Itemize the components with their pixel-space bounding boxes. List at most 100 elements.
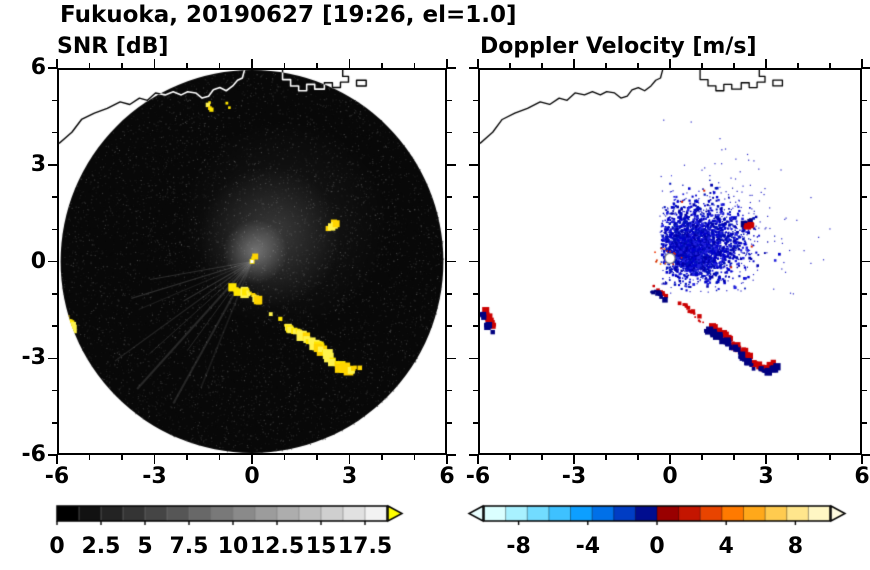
axis-tick <box>413 63 416 68</box>
axis-tick <box>469 164 478 166</box>
axis-tick <box>88 455 91 460</box>
axis-tick <box>541 63 543 68</box>
snr-plot <box>57 68 447 455</box>
y-tick-label: 0 <box>30 248 46 274</box>
colorbar-tick-label: -4 <box>575 534 601 559</box>
axis-tick <box>862 260 870 263</box>
axis-tick <box>447 164 456 166</box>
axis-tick <box>48 357 57 359</box>
axis-tick <box>447 196 452 198</box>
y-tick-label: -6 <box>21 442 46 467</box>
axis-tick <box>669 59 671 68</box>
axis-tick <box>251 59 253 68</box>
axis-tick <box>797 455 799 460</box>
axis-tick <box>473 293 478 295</box>
axis-tick <box>88 63 91 68</box>
axis-tick <box>829 455 831 460</box>
axis-tick <box>473 196 478 198</box>
axis-tick <box>733 63 735 68</box>
colorbar-tick-label: 5 <box>137 534 153 559</box>
x-tick-label: -3 <box>561 464 587 489</box>
x-tick-label: 0 <box>662 464 678 489</box>
colorbar-tick-label: 17.5 <box>337 534 393 559</box>
axis-tick <box>469 260 478 263</box>
axis-tick <box>381 455 383 460</box>
colorbar-tick-label: 15 <box>305 534 337 559</box>
axis-tick <box>316 455 318 460</box>
colorbar-tick-label: -8 <box>506 534 531 559</box>
axis-tick <box>153 59 156 68</box>
axis-tick <box>52 325 57 327</box>
axis-tick <box>701 63 703 68</box>
axis-tick <box>469 357 478 359</box>
axis-tick <box>861 455 863 464</box>
axis-tick <box>473 228 478 230</box>
axis-tick <box>862 67 870 69</box>
axis-tick <box>283 455 286 460</box>
doppler-panel-title: Doppler Velocity [m/s] <box>480 34 757 59</box>
x-tick-label: 3 <box>758 464 774 489</box>
axis-tick <box>56 59 58 68</box>
colorbar-tick-label: 2.5 <box>81 534 121 559</box>
axis-tick <box>121 455 123 460</box>
axis-tick <box>447 99 452 101</box>
axis-tick <box>477 59 479 68</box>
x-tick-label: -6 <box>465 464 491 489</box>
axis-tick <box>52 131 57 134</box>
axis-tick <box>447 422 452 424</box>
figure-title: Fukuoka, 20190627 [19:26, el=1.0] <box>60 2 517 28</box>
axis-tick <box>48 164 57 166</box>
axis-tick <box>447 454 456 456</box>
axis-tick <box>381 63 383 68</box>
axis-tick <box>447 228 452 230</box>
axis-tick <box>52 196 57 198</box>
axis-tick <box>473 131 478 134</box>
axis-tick <box>48 260 57 263</box>
axis-tick <box>797 63 799 68</box>
axis-tick <box>862 422 867 424</box>
x-tick-label: 0 <box>244 464 260 489</box>
axis-tick <box>469 454 478 456</box>
x-tick-label: 6 <box>439 464 455 489</box>
axis-tick <box>469 67 478 69</box>
axis-tick <box>605 63 607 68</box>
axis-tick <box>861 59 863 68</box>
colorbar-tick-label: 7.5 <box>169 534 209 559</box>
x-tick-label: 3 <box>341 464 358 489</box>
axis-tick <box>637 455 639 460</box>
axis-tick <box>447 67 456 69</box>
axis-tick <box>477 455 479 464</box>
axis-tick <box>862 131 867 134</box>
y-tick-label: -3 <box>21 345 46 371</box>
axis-tick <box>218 455 221 460</box>
axis-tick <box>862 99 867 101</box>
axis-tick <box>121 63 123 68</box>
doppler-canvas <box>480 70 860 453</box>
axis-tick <box>56 455 58 464</box>
axis-tick <box>153 455 156 464</box>
axis-tick <box>573 59 575 68</box>
x-tick-label: -3 <box>142 464 167 489</box>
axis-tick <box>48 454 57 456</box>
axis-tick <box>218 63 221 68</box>
axis-tick <box>251 455 253 464</box>
x-tick-label: -6 <box>44 464 70 489</box>
axis-tick <box>52 293 57 295</box>
axis-tick <box>637 63 639 68</box>
axis-tick <box>52 99 57 101</box>
axis-tick <box>862 196 867 198</box>
axis-tick <box>447 357 456 359</box>
axis-tick <box>348 59 351 68</box>
axis-tick <box>473 99 478 101</box>
axis-tick <box>862 164 870 166</box>
doppler-plot <box>478 68 862 455</box>
axis-tick <box>447 389 452 392</box>
axis-tick <box>473 422 478 424</box>
axis-tick <box>862 325 867 327</box>
y-tick-label: 3 <box>30 151 46 177</box>
axis-tick <box>862 357 870 359</box>
axis-tick <box>541 455 543 460</box>
axis-tick <box>701 455 703 460</box>
axis-tick <box>862 389 867 392</box>
